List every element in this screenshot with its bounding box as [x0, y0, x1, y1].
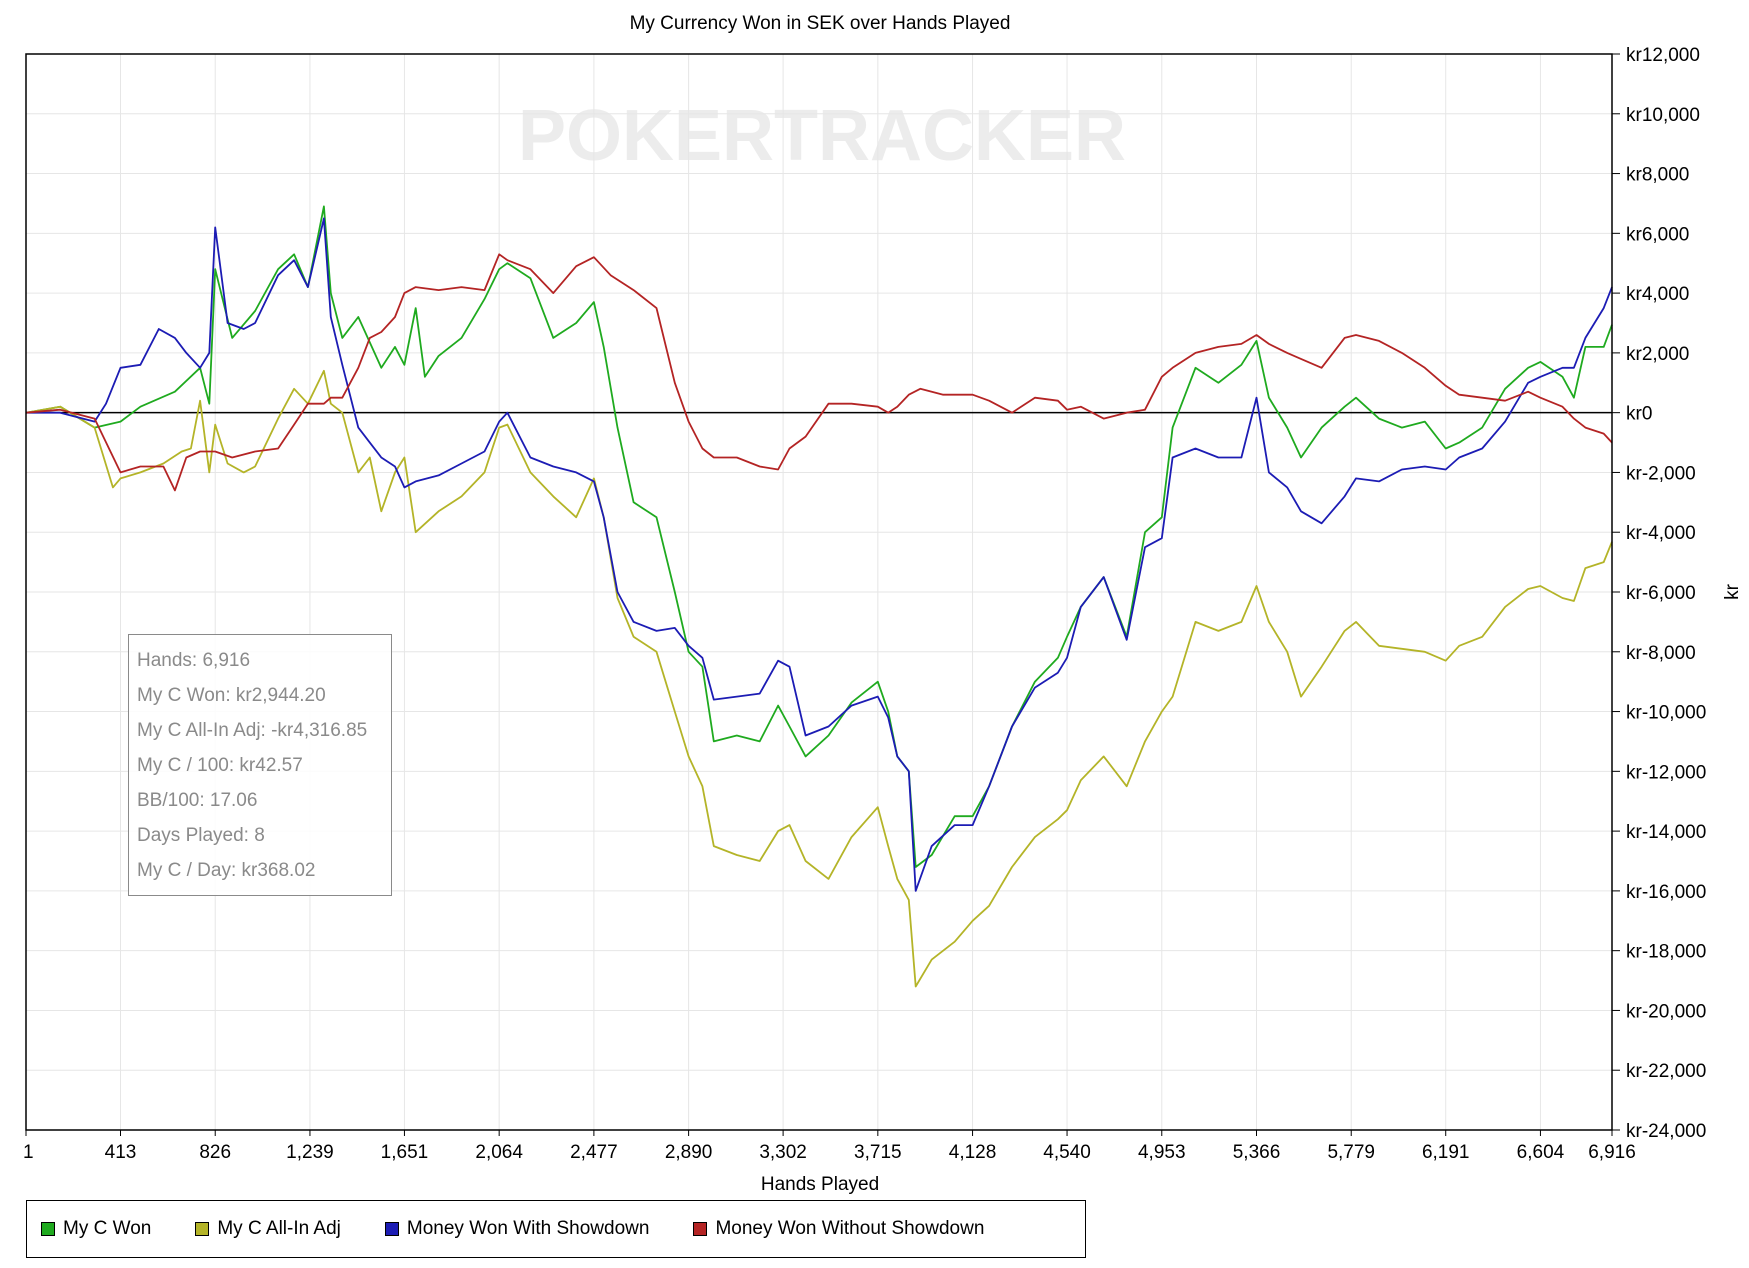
- x-tick-label: 6,916: [1588, 1142, 1636, 1163]
- legend-item[interactable]: My C All-In Adj: [195, 1218, 341, 1240]
- x-tick-label: 2,477: [570, 1142, 618, 1163]
- x-tick-label: 5,366: [1233, 1142, 1281, 1163]
- chart-title: My Currency Won in SEK over Hands Played: [630, 13, 1011, 34]
- y-tick-label: kr2,000: [1626, 344, 1689, 365]
- stat-hands: Hands: 6,916: [137, 650, 251, 671]
- y-tick-label: kr-16,000: [1626, 882, 1706, 903]
- x-tick-label: 6,604: [1517, 1142, 1565, 1163]
- y-tick-label: kr-20,000: [1626, 1001, 1706, 1022]
- y-tick-label: kr-8,000: [1626, 643, 1696, 664]
- legend-label: Money Won Without Showdown: [715, 1218, 985, 1239]
- x-tick-label: 3,302: [759, 1142, 807, 1163]
- x-tick-label: 2,064: [475, 1142, 523, 1163]
- x-tick-label: 1: [23, 1142, 34, 1163]
- grid: [25, 53, 1613, 1131]
- series-lines: [25, 205, 1613, 988]
- legend-swatch: [195, 1222, 210, 1236]
- legend: My C Won My C All-In Adj Money Won With …: [26, 1200, 1086, 1258]
- legend-item[interactable]: Money Won Without Showdown: [693, 1218, 984, 1240]
- series-line: [26, 217, 1613, 892]
- x-tick-label: 5,779: [1327, 1142, 1375, 1163]
- x-tick-label: 4,953: [1138, 1142, 1186, 1163]
- y-axis-label: kr: [1722, 583, 1743, 600]
- stat-my-c-per-day: My C / Day: kr368.02: [137, 860, 316, 881]
- x-tick-label: 3,715: [854, 1142, 902, 1163]
- y-tick-label: kr-2,000: [1626, 463, 1696, 484]
- y-tick-label: kr12,000: [1626, 45, 1700, 66]
- legend-label: My C All-In Adj: [217, 1218, 341, 1239]
- stat-bb-per-100: BB/100: 17.06: [137, 790, 258, 811]
- series-line: [25, 205, 1613, 868]
- x-axis: 1 413 826 1,239 1,651 2,064 2,477 2,890 3,302 3,7…: [23, 1130, 1636, 1163]
- y-tick-label: kr-18,000: [1626, 942, 1706, 963]
- watermark-logo: POKERTRACKER: [518, 96, 1126, 176]
- legend-item[interactable]: Money Won With Showdown: [384, 1218, 650, 1240]
- x-tick-label: 6,191: [1422, 1142, 1470, 1163]
- y-tick-label: kr-14,000: [1626, 822, 1706, 843]
- y-tick-label: kr0: [1626, 404, 1652, 425]
- x-tick-label: 4,128: [949, 1142, 997, 1163]
- y-tick-label: kr-12,000: [1626, 762, 1706, 783]
- legend-item[interactable]: My C Won: [41, 1218, 151, 1240]
- y-axis: kr12,000 kr10,000 kr8,000 kr6,000 kr4,000 kr2…: [1612, 45, 1706, 1142]
- x-axis-label: Hands Played: [761, 1174, 879, 1195]
- y-tick-label: kr4,000: [1626, 284, 1689, 305]
- y-tick-label: kr6,000: [1626, 224, 1689, 245]
- legend-label: My C Won: [63, 1218, 152, 1239]
- x-tick-label: 826: [199, 1142, 231, 1163]
- y-tick-label: kr8,000: [1626, 165, 1689, 186]
- y-tick-label: kr-10,000: [1626, 703, 1706, 724]
- x-tick-label: 2,890: [665, 1142, 713, 1163]
- y-tick-label: kr10,000: [1626, 105, 1700, 126]
- stat-days-played: Days Played: 8: [137, 825, 265, 846]
- y-tick-label: kr-22,000: [1626, 1061, 1706, 1082]
- stat-my-c-won: My C Won: kr2,944.20: [137, 685, 326, 706]
- y-tick-label: kr-6,000: [1626, 583, 1696, 604]
- series-line: [25, 369, 1613, 988]
- stat-my-c-per-100: My C / 100: kr42.57: [137, 755, 303, 776]
- x-tick-label: 4,540: [1043, 1142, 1091, 1163]
- stats-box: Hands: 6,916 My C Won: kr2,944.20 My C A…: [128, 634, 392, 896]
- x-tick-label: 1,239: [286, 1142, 334, 1163]
- legend-swatch: [693, 1222, 708, 1236]
- legend-swatch: [41, 1222, 55, 1236]
- x-tick-label: 413: [105, 1142, 137, 1163]
- stat-all-in-adj: My C All-In Adj: -kr4,316.85: [137, 720, 368, 741]
- legend-swatch: [384, 1222, 399, 1236]
- legend-label: Money Won With Showdown: [406, 1218, 650, 1239]
- y-tick-label: kr-4,000: [1626, 523, 1696, 544]
- y-tick-label: kr-24,000: [1626, 1121, 1706, 1142]
- series-line: [25, 253, 1613, 492]
- x-tick-label: 1,651: [381, 1142, 429, 1163]
